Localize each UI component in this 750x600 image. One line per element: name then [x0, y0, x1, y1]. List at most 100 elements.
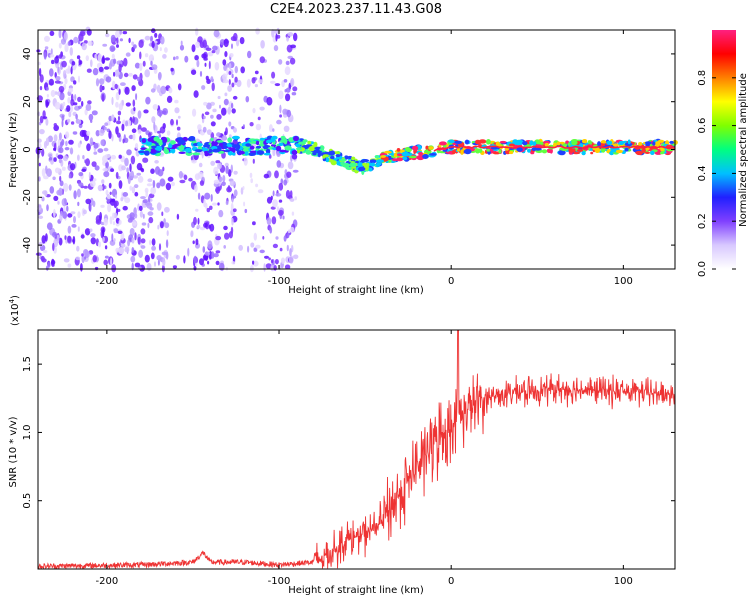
spectrogram-cell [38, 215, 44, 219]
spectrogram-cell [53, 123, 57, 127]
spectrogram-cell [174, 107, 180, 114]
snr-xlabel: Height of straight line (km) [288, 585, 424, 596]
spectrogram-cell [76, 188, 81, 198]
spectrogram-cell [271, 71, 276, 79]
spectrogram-cell [218, 176, 223, 183]
spectrogram-band-cell [597, 141, 601, 147]
spectrogram-band-cell [319, 148, 325, 151]
spectrogram-band-cell [562, 143, 568, 147]
spectrogram-cell [115, 126, 119, 135]
spectrogram-cell [236, 79, 242, 88]
spectrogram-cell [136, 76, 141, 82]
spectrogram-band-cell [270, 144, 277, 147]
spectrogram-band-cell [227, 137, 233, 143]
spectrogram-cell [198, 162, 203, 168]
spectrogram-cell [195, 41, 201, 48]
spectrogram-cell [120, 82, 126, 86]
spectrogram-cell [58, 158, 62, 164]
spectrogram-band-cell [652, 141, 656, 146]
colorbar-gradient [712, 30, 736, 269]
spectrogram-cell [134, 262, 141, 268]
spectrogram-band-cell [263, 152, 271, 156]
spectrogram-cell [120, 232, 125, 241]
spectrogram-cell [204, 111, 210, 116]
spectrogram-cell [151, 28, 156, 34]
spectrogram-cell [166, 95, 173, 103]
spectrogram-cell [272, 199, 278, 208]
spectrogram-band-cell [192, 140, 197, 144]
spectrogram-cell [136, 172, 141, 176]
spectrogram-cell [55, 76, 61, 81]
spectrogram-cell [67, 225, 72, 234]
spectrogram-band-cell [376, 159, 384, 163]
spectrogram-band-cell [478, 148, 483, 153]
spectrogram-cell [221, 181, 226, 187]
spectrogram-cell [223, 64, 228, 71]
spectrogram-cell [221, 107, 227, 116]
spectrogram-cell [68, 173, 72, 179]
spectrogram-cell [226, 67, 229, 76]
spectrogram-cell [132, 133, 136, 141]
spectrogram-cell [129, 228, 135, 236]
spectrogram-cell [39, 115, 44, 124]
spectrogram-cell [274, 29, 279, 34]
spectrogram-cell [210, 76, 214, 82]
spectrogram-ylabel: Frequency (Hz) [8, 112, 19, 188]
spectrogram-cell [45, 165, 48, 174]
spectrogram-cell [135, 143, 139, 150]
spectrogram-band-cell [439, 141, 447, 146]
spectrogram-cell [132, 221, 137, 226]
spectrogram-cell [84, 256, 87, 260]
spectrogram-cell [102, 168, 108, 172]
spectrogram-cell [180, 40, 183, 46]
spectrogram-band-cell [162, 137, 168, 143]
spectrogram-band-cell [349, 162, 357, 167]
spectrogram-cell [263, 263, 266, 272]
spectrogram-cell [82, 155, 85, 160]
spectrogram-cell [78, 75, 80, 83]
spectrogram-cell [151, 40, 155, 49]
y-tick-label: -20 [22, 189, 33, 205]
spectrogram-cell [255, 27, 260, 35]
spectrogram-cell [54, 80, 61, 84]
spectrogram-cell [212, 45, 218, 51]
spectrogram-band-cell [635, 150, 643, 156]
spectrogram-band-cell [144, 150, 150, 156]
spectrogram-cell [255, 123, 262, 131]
spectrogram-cell [54, 101, 61, 110]
spectrogram-band-cell [151, 145, 157, 149]
spectrogram-cell [177, 83, 182, 91]
spectrogram-band-cell [568, 147, 576, 153]
spectrogram-cell [166, 130, 171, 136]
spectrogram-band-cell [618, 140, 625, 146]
spectrogram-cell [170, 67, 174, 72]
spectrogram-cell [166, 230, 169, 237]
spectrogram-cell [77, 119, 82, 125]
spectrogram-cell [95, 78, 100, 87]
spectrogram-band-cell [192, 152, 201, 156]
y-tick-label: -40 [22, 237, 33, 253]
spectrogram-cell [215, 160, 221, 164]
spectrogram-cell [211, 82, 215, 92]
spectrogram-band-cell [288, 137, 294, 143]
spectrogram-cell [274, 83, 281, 87]
spectrogram-cell [233, 32, 238, 42]
spectrogram-cell [279, 104, 282, 114]
spectrogram-band-cell [322, 154, 329, 158]
spectrogram-band-cell [361, 159, 370, 163]
spectrogram-cell [86, 68, 92, 73]
spectrogram-band-cell [278, 142, 284, 146]
spectrogram-band-cell [203, 144, 211, 148]
spectrogram-band-cell [532, 141, 537, 147]
spectrogram-cell [231, 217, 234, 226]
spectrogram-cell [157, 259, 160, 266]
spectrogram-cell [90, 233, 96, 238]
spectrogram-band-cell [485, 139, 491, 145]
spectrogram-cell [204, 251, 211, 256]
snr-marks [38, 330, 675, 569]
spectrogram-cell [138, 205, 143, 211]
spectrogram-band-cell [396, 153, 403, 157]
spectrogram-cell [85, 55, 90, 61]
spectrogram-cell [139, 62, 143, 72]
spectrogram-cell [227, 106, 231, 115]
